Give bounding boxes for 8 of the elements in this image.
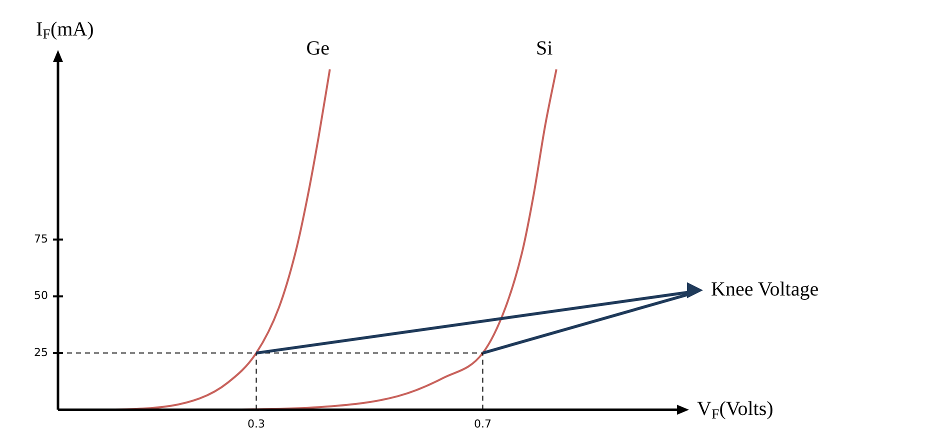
x-tick-label: 0.3: [247, 417, 265, 430]
y-tick-label: 25: [34, 346, 48, 359]
y-tick-label: 50: [34, 289, 48, 302]
series-label: Ge: [306, 38, 330, 60]
series-label: Si: [536, 38, 554, 60]
annotation: Knee Voltage: [711, 278, 819, 300]
x-tick-label: 0.7: [474, 417, 492, 430]
y-tick-label: 75: [34, 232, 48, 246]
